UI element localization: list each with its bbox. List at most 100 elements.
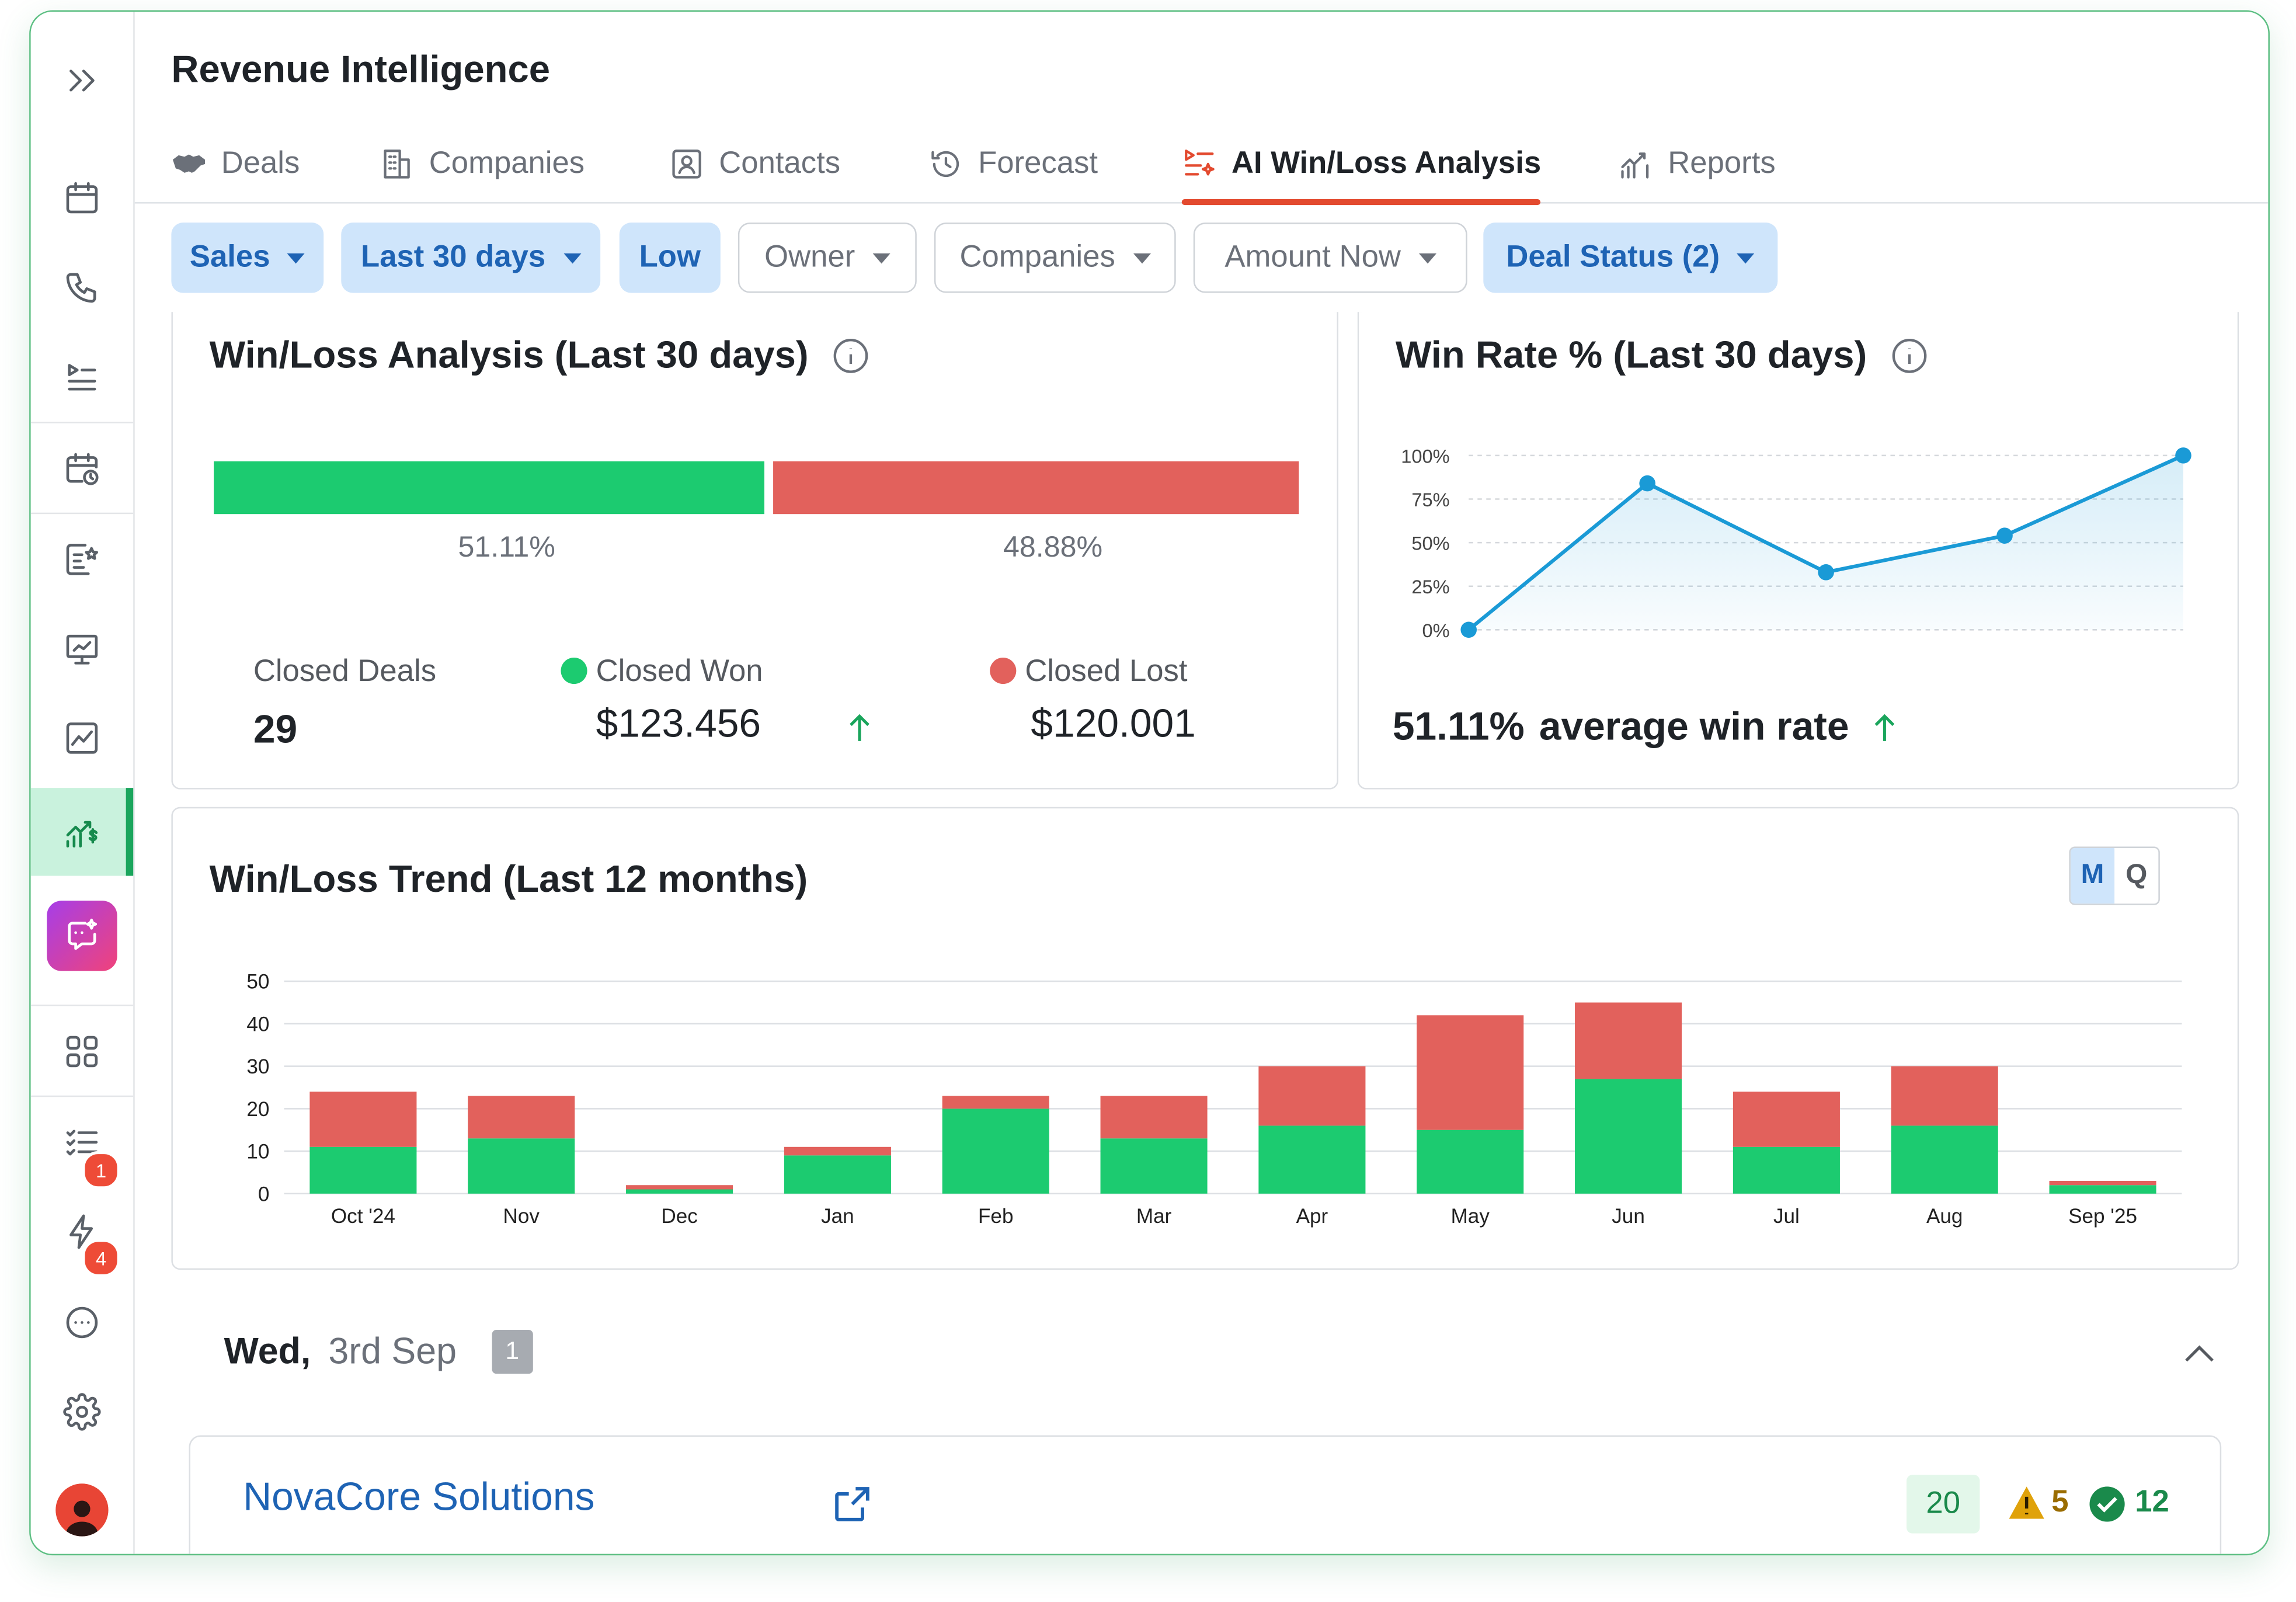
warning-icon [2009, 1486, 2044, 1519]
sidebar-item-settings[interactable] [31, 1375, 134, 1448]
sidebar-item-sequences[interactable] [31, 340, 134, 413]
x-tick-label: Dec [661, 1205, 697, 1228]
closed-lost-value: $120.001 [1031, 701, 1196, 746]
chevron-up-icon[interactable] [2182, 1339, 2217, 1368]
phone-icon [66, 273, 96, 303]
check-circle-icon [2089, 1486, 2125, 1522]
deal-row[interactable]: NovaCore Solutions 20 5 12 [189, 1435, 2222, 1554]
info-icon[interactable] [1890, 336, 1928, 374]
filter-companies[interactable]: Companies [934, 223, 1176, 293]
average-win-rate: 51.11% average win rate [1393, 704, 1899, 750]
revenue-chart-icon [66, 821, 98, 848]
tab-deals[interactable]: Deals [171, 126, 300, 202]
period-toggle: M Q [2069, 846, 2160, 905]
sidebar-item-more[interactable] [31, 1286, 134, 1359]
filter-date-range-label: Last 30 days [361, 240, 546, 274]
win-rate-title: Win Rate % (Last 30 days) [1396, 332, 1929, 378]
y-tick-label: 0% [1422, 620, 1450, 641]
automations-badge: 4 [82, 1239, 120, 1277]
toggle-quarterly[interactable]: Q [2125, 860, 2148, 891]
closed-deals-label: Closed Deals [253, 654, 437, 689]
report-chart-icon [1621, 152, 1649, 179]
caret-down-icon [287, 252, 305, 263]
caret-down-icon [563, 252, 581, 263]
tab-companies[interactable]: Companies [379, 126, 585, 202]
filter-sales-label: Sales [189, 240, 270, 274]
lost-bar [1417, 1015, 1524, 1130]
arrow-up-icon [850, 714, 869, 741]
tasks-badge: 1 [82, 1151, 120, 1190]
win-loss-ratio-bar [214, 461, 1299, 515]
playlist-icon [68, 364, 96, 391]
won-bar [784, 1155, 891, 1194]
user-avatar-icon [55, 1483, 109, 1537]
sidebar-item-calendar[interactable] [31, 161, 134, 234]
filter-sales[interactable]: Sales [171, 223, 324, 293]
won-bar [1891, 1125, 1998, 1194]
filter-date-range[interactable]: Last 30 days [341, 223, 601, 293]
sidebar-item-revenue-intelligence[interactable] [30, 788, 134, 876]
average-win-rate-label: average win rate [1539, 704, 1849, 749]
info-icon[interactable] [832, 336, 870, 374]
won-bar [1575, 1079, 1682, 1194]
tab-forecast[interactable]: Forecast [928, 126, 1098, 202]
sidebar-item-calls[interactable] [31, 251, 134, 324]
win-rate-point [1460, 621, 1477, 638]
deal-company-name[interactable]: NovaCore Solutions [243, 1475, 595, 1519]
filter-amount-label: Amount Now [1224, 240, 1401, 274]
lost-bar [784, 1146, 891, 1156]
filter-owner[interactable]: Owner [737, 223, 917, 293]
y-tick-label: 25% [1411, 576, 1449, 597]
sidebar-item-notes[interactable] [31, 523, 134, 596]
y-tick-label: 40 [246, 1013, 269, 1035]
sidebar-item-presentations[interactable] [31, 612, 134, 685]
filter-owner-label: Owner [764, 240, 855, 274]
x-tick-label: Aug [1926, 1205, 1963, 1228]
toggle-monthly[interactable]: M [2070, 847, 2115, 904]
closed-won-value: $123.456 [596, 701, 761, 746]
day-group-count: 1 [492, 1329, 533, 1374]
sidebar-item-ai-assistant[interactable] [31, 895, 134, 977]
lost-bar [1733, 1092, 1840, 1147]
sidebar-item-tasks[interactable]: 1 [31, 1107, 134, 1190]
line-chart-icon [66, 722, 98, 754]
page-title: Revenue Intelligence [171, 47, 551, 91]
calendar-clock-icon [66, 453, 99, 485]
won-bar [1258, 1125, 1366, 1194]
y-tick-label: 75% [1411, 489, 1449, 510]
external-link-icon[interactable] [832, 1483, 872, 1524]
won-bar [1733, 1146, 1840, 1194]
win-loss-trend-title: Win/Loss Trend (Last 12 months) [209, 857, 808, 901]
sidebar-item-apps[interactable] [31, 1015, 134, 1088]
sidebar-item-meetings[interactable] [31, 432, 134, 505]
tab-ai-win-loss-analysis[interactable]: AI Win/Loss Analysis [1181, 126, 1542, 206]
x-tick-label: Jan [821, 1205, 854, 1228]
day-group-weekday: Wed, [224, 1330, 311, 1372]
won-bar [626, 1189, 733, 1194]
filter-deal-status[interactable]: Deal Status (2) [1483, 223, 1778, 293]
deal-score: 20 [1907, 1475, 1980, 1534]
tab-reports[interactable]: Reports [1618, 126, 1776, 202]
sidebar-item-analytics[interactable] [31, 701, 134, 774]
day-group-date: 3rd Sep [328, 1330, 457, 1372]
win-rate-card: Win Rate % (Last 30 days) 0% 25% 50% 75% 100… [1357, 312, 2239, 790]
win-rate-point [1996, 527, 2013, 544]
filter-priority[interactable]: Low [619, 223, 721, 293]
filter-amount[interactable]: Amount Now [1193, 223, 1467, 293]
tab-contacts-label: Contacts [719, 146, 841, 180]
apps-grid-icon [66, 1035, 98, 1068]
y-tick-label: 50% [1411, 533, 1449, 554]
sidebar-item-automations[interactable]: 4 [31, 1195, 134, 1277]
lost-bar [2049, 1180, 2156, 1186]
day-group-header[interactable]: Wed, 3rd Sep 1 [224, 1329, 533, 1374]
user-profile-button[interactable] [31, 1474, 134, 1547]
win-loss-trend-bar-chart: 0 10 20 30 40 50 Oct '24 Nov Dec Jan Feb Mar Apr May J… [246, 971, 2182, 1228]
expand-sidebar-button[interactable] [31, 44, 134, 117]
closed-won-label: Closed Won [561, 655, 763, 690]
settings-icon [63, 1393, 101, 1431]
closed-deals-value: 29 [253, 707, 298, 752]
lost-bar [468, 1096, 575, 1139]
deal-check-count: 12 [2135, 1485, 2169, 1519]
lost-bar [942, 1096, 1049, 1109]
tab-contacts[interactable]: Contacts [669, 126, 840, 202]
